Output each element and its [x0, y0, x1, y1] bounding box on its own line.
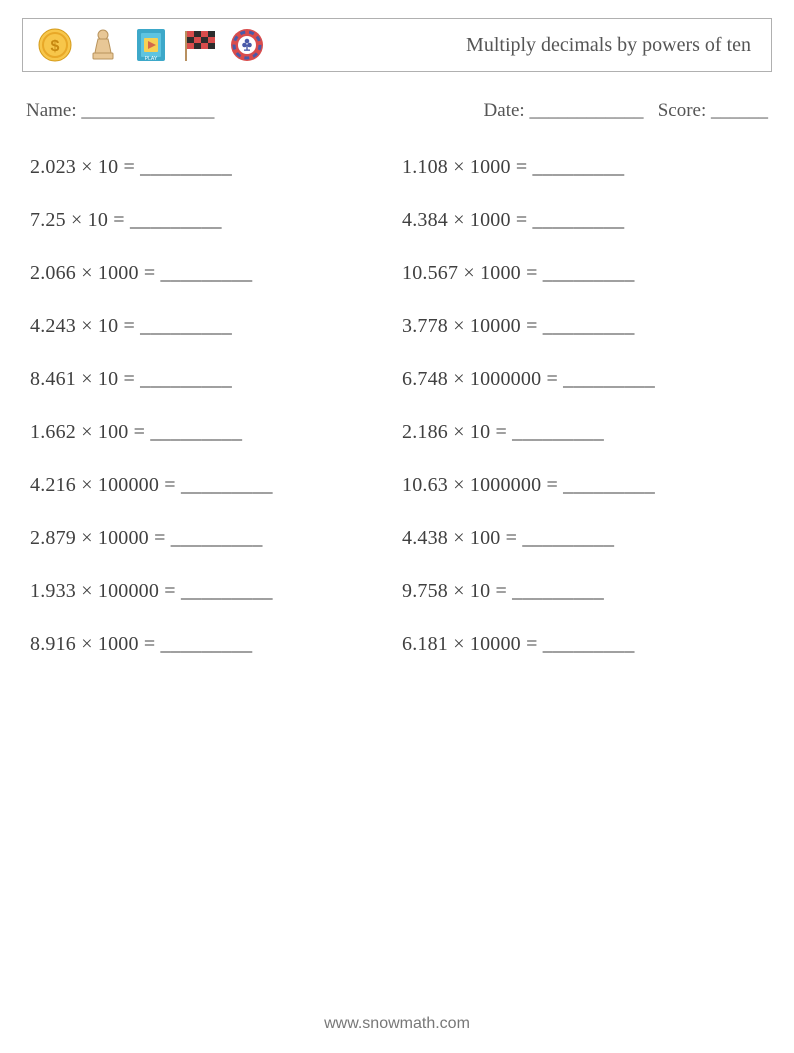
problem-item: 1.662 × 100 = _________	[30, 421, 392, 444]
problem-item: 2.879 × 10000 = _________	[30, 527, 392, 550]
footer: www.snowmath.com	[0, 1015, 794, 1033]
name-label: Name:	[26, 100, 77, 121]
problem-item: 1.108 × 1000 = _________	[402, 156, 764, 179]
problem-item: 4.438 × 100 = _________	[402, 527, 764, 550]
header-icon-row: $ PLAY	[37, 27, 265, 63]
problem-item: 10.567 × 1000 = _________	[402, 262, 764, 285]
problem-item: 7.25 × 10 = _________	[30, 209, 392, 232]
svg-text:PLAY: PLAY	[145, 56, 158, 62]
play-card-icon: PLAY	[133, 27, 169, 63]
problem-item: 1.933 × 100000 = _________	[30, 580, 392, 603]
date-line: ____________	[529, 100, 643, 121]
problem-item: 2.186 × 10 = _________	[402, 421, 764, 444]
chess-pawn-icon	[85, 27, 121, 63]
problem-item: 8.461 × 10 = _________	[30, 368, 392, 391]
problem-item: 3.778 × 10000 = _________	[402, 315, 764, 338]
meta-row: Name: ______________ Date: ____________ …	[26, 100, 768, 122]
date-label: Date:	[484, 100, 525, 121]
racing-flag-icon	[181, 27, 217, 63]
footer-text: www.snowmath.com	[324, 1015, 470, 1032]
problem-item: 8.916 × 1000 = _________	[30, 633, 392, 656]
name-line: ______________	[81, 100, 214, 121]
poker-chip-icon	[229, 27, 265, 63]
problem-item: 6.181 × 10000 = _________	[402, 633, 764, 656]
problem-item: 4.216 × 100000 = _________	[30, 474, 392, 497]
coin-icon: $	[37, 27, 73, 63]
problem-item: 9.758 × 10 = _________	[402, 580, 764, 603]
worksheet-title: Multiply decimals by powers of ten	[466, 34, 751, 57]
problem-item: 2.066 × 1000 = _________	[30, 262, 392, 285]
problems-grid: 2.023 × 10 = _________ 1.108 × 1000 = ___…	[22, 156, 772, 656]
problem-item: 2.023 × 10 = _________	[30, 156, 392, 179]
score-line: ______	[711, 100, 768, 121]
date-score-field: Date: ____________ Score: ______	[484, 100, 768, 122]
problem-item: 6.748 × 1000000 = _________	[402, 368, 764, 391]
worksheet-page: $ PLAY	[0, 0, 794, 674]
problem-item: 4.243 × 10 = _________	[30, 315, 392, 338]
score-label: Score:	[658, 100, 707, 121]
svg-text:$: $	[51, 38, 60, 55]
problem-item: 4.384 × 1000 = _________	[402, 209, 764, 232]
problem-item: 10.63 × 1000000 = _________	[402, 474, 764, 497]
header-box: $ PLAY	[22, 18, 772, 72]
name-field: Name: ______________	[26, 100, 214, 122]
